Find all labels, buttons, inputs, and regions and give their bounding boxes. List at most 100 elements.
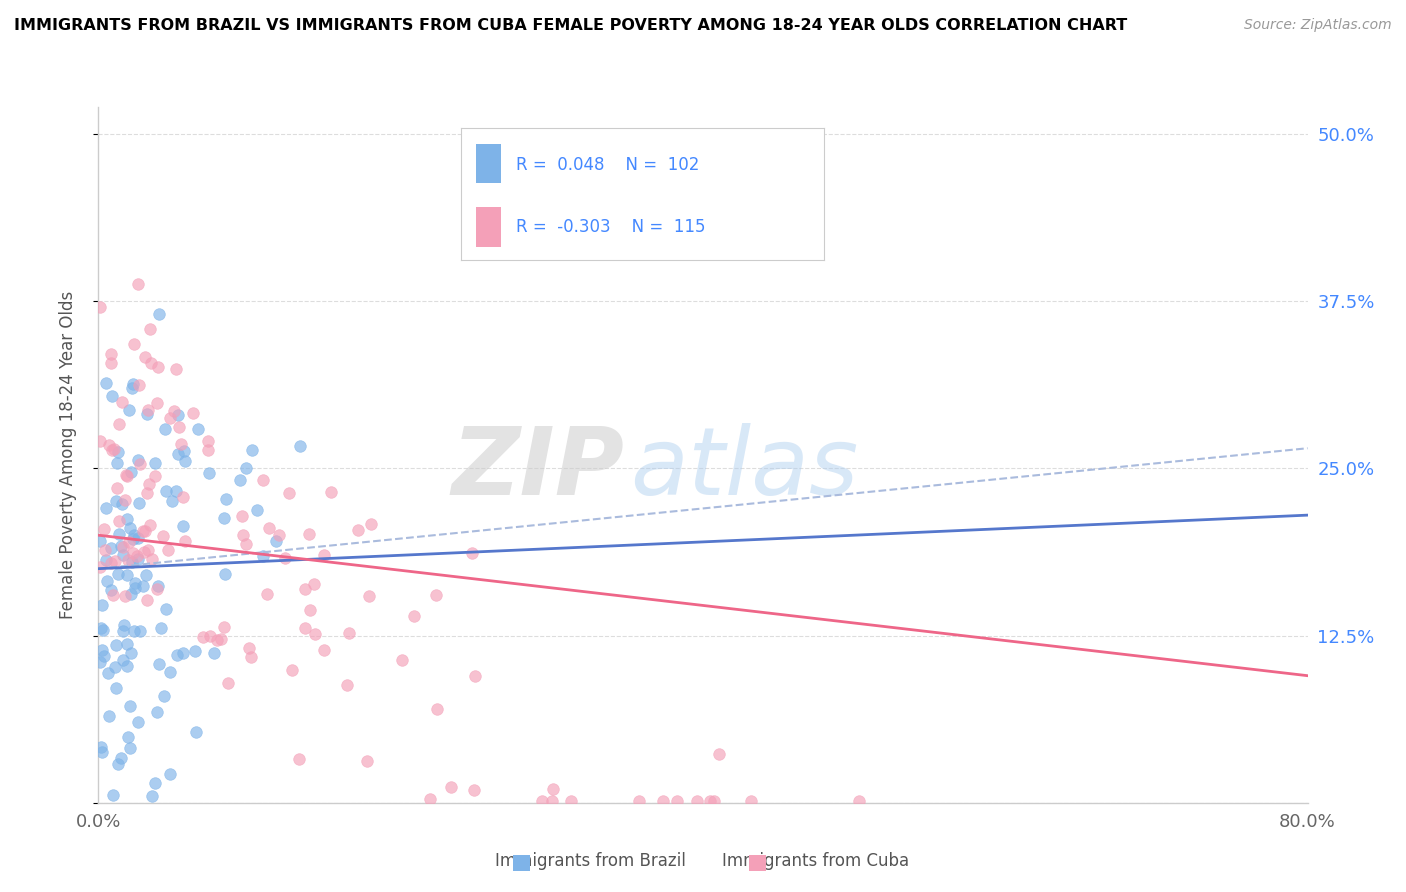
Point: [246, 502, 269, 516]
Point: [108, 514, 131, 528]
Point: [117, 730, 139, 744]
Point: [560, 795, 582, 809]
Point: [143, 776, 166, 790]
Point: [172, 646, 194, 660]
Point: [91, 642, 114, 657]
Point: [155, 484, 177, 499]
Point: [231, 509, 253, 524]
Point: [402, 608, 425, 623]
Point: [294, 582, 316, 596]
Point: [232, 528, 254, 542]
Point: [155, 602, 177, 616]
Point: [108, 417, 131, 431]
Point: [125, 549, 148, 564]
Point: [91, 598, 114, 612]
Point: [146, 359, 169, 374]
Point: [148, 307, 170, 321]
Point: [89, 300, 111, 314]
Point: [121, 532, 143, 546]
Point: [114, 590, 136, 604]
Point: [214, 491, 236, 506]
Point: [360, 517, 382, 532]
Point: [132, 524, 155, 538]
Point: [100, 347, 122, 361]
Point: [100, 582, 122, 597]
Point: [314, 643, 336, 657]
Point: [120, 586, 142, 600]
Point: [104, 638, 127, 652]
Point: [652, 795, 675, 809]
Point: [152, 529, 174, 543]
Point: [302, 577, 325, 591]
Point: [143, 469, 166, 483]
Point: [426, 702, 449, 716]
Point: [138, 476, 160, 491]
Point: [159, 411, 181, 425]
Point: [141, 356, 163, 370]
Point: [115, 468, 138, 483]
Point: [686, 795, 709, 809]
Point: [666, 795, 689, 809]
Point: [440, 780, 463, 794]
Point: [294, 621, 316, 635]
Point: [104, 660, 127, 674]
Point: [848, 795, 870, 809]
Point: [115, 659, 138, 673]
Point: [136, 543, 159, 558]
Point: [463, 783, 485, 797]
Point: [129, 624, 152, 639]
Point: [157, 543, 180, 558]
Point: [90, 621, 112, 635]
Point: [117, 552, 139, 566]
Point: [121, 555, 143, 569]
Point: [114, 492, 136, 507]
Point: [297, 527, 319, 541]
Point: [159, 767, 181, 781]
Point: [143, 456, 166, 470]
Point: [89, 434, 111, 449]
Point: [346, 523, 368, 537]
Point: [173, 443, 195, 458]
Point: [105, 456, 128, 470]
Point: [202, 647, 225, 661]
Point: [198, 629, 221, 643]
Point: [127, 453, 149, 467]
Point: [212, 620, 235, 634]
Point: [91, 745, 114, 759]
Point: [205, 633, 228, 648]
Point: [134, 545, 156, 559]
Point: [100, 541, 122, 555]
Point: [93, 648, 115, 663]
Point: [124, 581, 146, 595]
Point: [167, 408, 190, 422]
Point: [127, 714, 149, 729]
Point: [107, 445, 129, 459]
Point: [90, 740, 112, 755]
Point: [214, 567, 236, 582]
Point: [290, 439, 312, 453]
Point: [89, 560, 111, 574]
Point: [124, 336, 146, 351]
Point: [197, 466, 219, 480]
Point: [235, 537, 257, 551]
Point: [105, 681, 128, 695]
Point: [127, 277, 149, 291]
Text: ZIP: ZIP: [451, 423, 624, 515]
Point: [89, 533, 111, 548]
Point: [707, 747, 730, 762]
Point: [167, 447, 190, 461]
Point: [100, 556, 122, 570]
Point: [740, 795, 762, 809]
Point: [159, 665, 181, 679]
Point: [122, 624, 145, 638]
Point: [122, 528, 145, 542]
Point: [187, 422, 209, 436]
Point: [120, 465, 142, 479]
Point: [419, 791, 441, 805]
Point: [122, 546, 145, 560]
Point: [160, 493, 183, 508]
Text: atlas: atlas: [630, 424, 859, 515]
Point: [136, 403, 159, 417]
Point: [146, 579, 169, 593]
Point: [191, 630, 214, 644]
